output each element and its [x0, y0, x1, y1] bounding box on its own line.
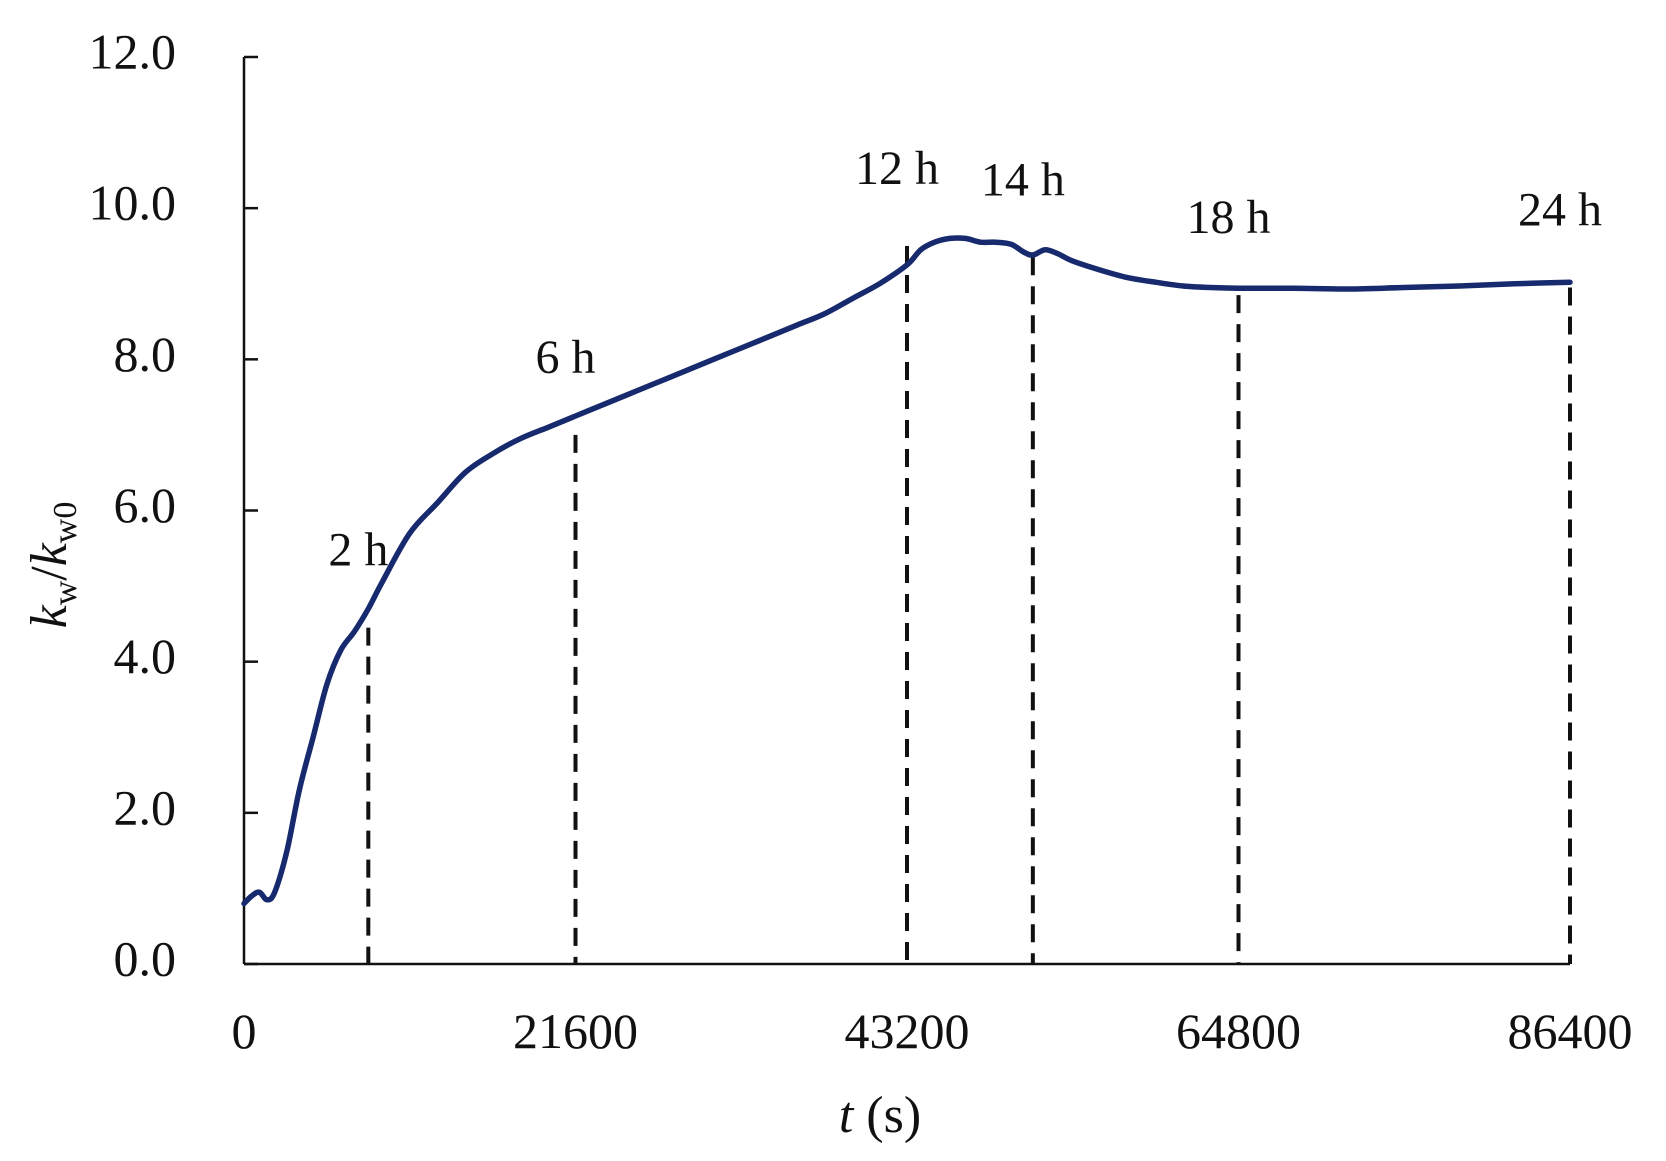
series-line	[241, 235, 1573, 907]
x-tick-label: 64800	[1176, 1003, 1301, 1059]
time-marker-label: 24 h	[1518, 184, 1602, 237]
y-tick-label: 2.0	[114, 779, 177, 835]
y-tick-label: 4.0	[114, 628, 177, 684]
y-tick-label: 10.0	[89, 175, 177, 231]
y-ticks: 0.0 2.0 4.0 6.0 8.0 10.0 12.0	[89, 23, 258, 986]
time-marker-label: 18 h	[1187, 191, 1271, 244]
time-marker-label: 2 h	[328, 524, 388, 577]
time-markers: 2 h 6 h 12 h 14 h 18 h 24 h	[328, 142, 1602, 964]
y-tick-label: 12.0	[89, 23, 177, 79]
x-tick-label: 43200	[845, 1003, 970, 1059]
series-group	[241, 235, 1573, 907]
time-marker-label: 12 h	[855, 142, 939, 195]
x-axis-title: t (s)	[839, 1087, 921, 1144]
x-tick-label: 21600	[513, 1003, 638, 1059]
x-tick-label: 0	[232, 1003, 257, 1059]
time-marker-label: 14 h	[981, 153, 1065, 206]
y-tick-label: 0.0	[114, 930, 177, 986]
x-tick-label: 86400	[1508, 1003, 1633, 1059]
y-tick-label: 8.0	[114, 326, 177, 382]
y-axis-title: kw/kw0	[21, 502, 84, 629]
y-tick-label: 6.0	[114, 477, 177, 533]
time-marker-label: 6 h	[536, 331, 596, 384]
x-ticks: 0 21600 43200 64800 86400	[232, 1003, 1633, 1059]
